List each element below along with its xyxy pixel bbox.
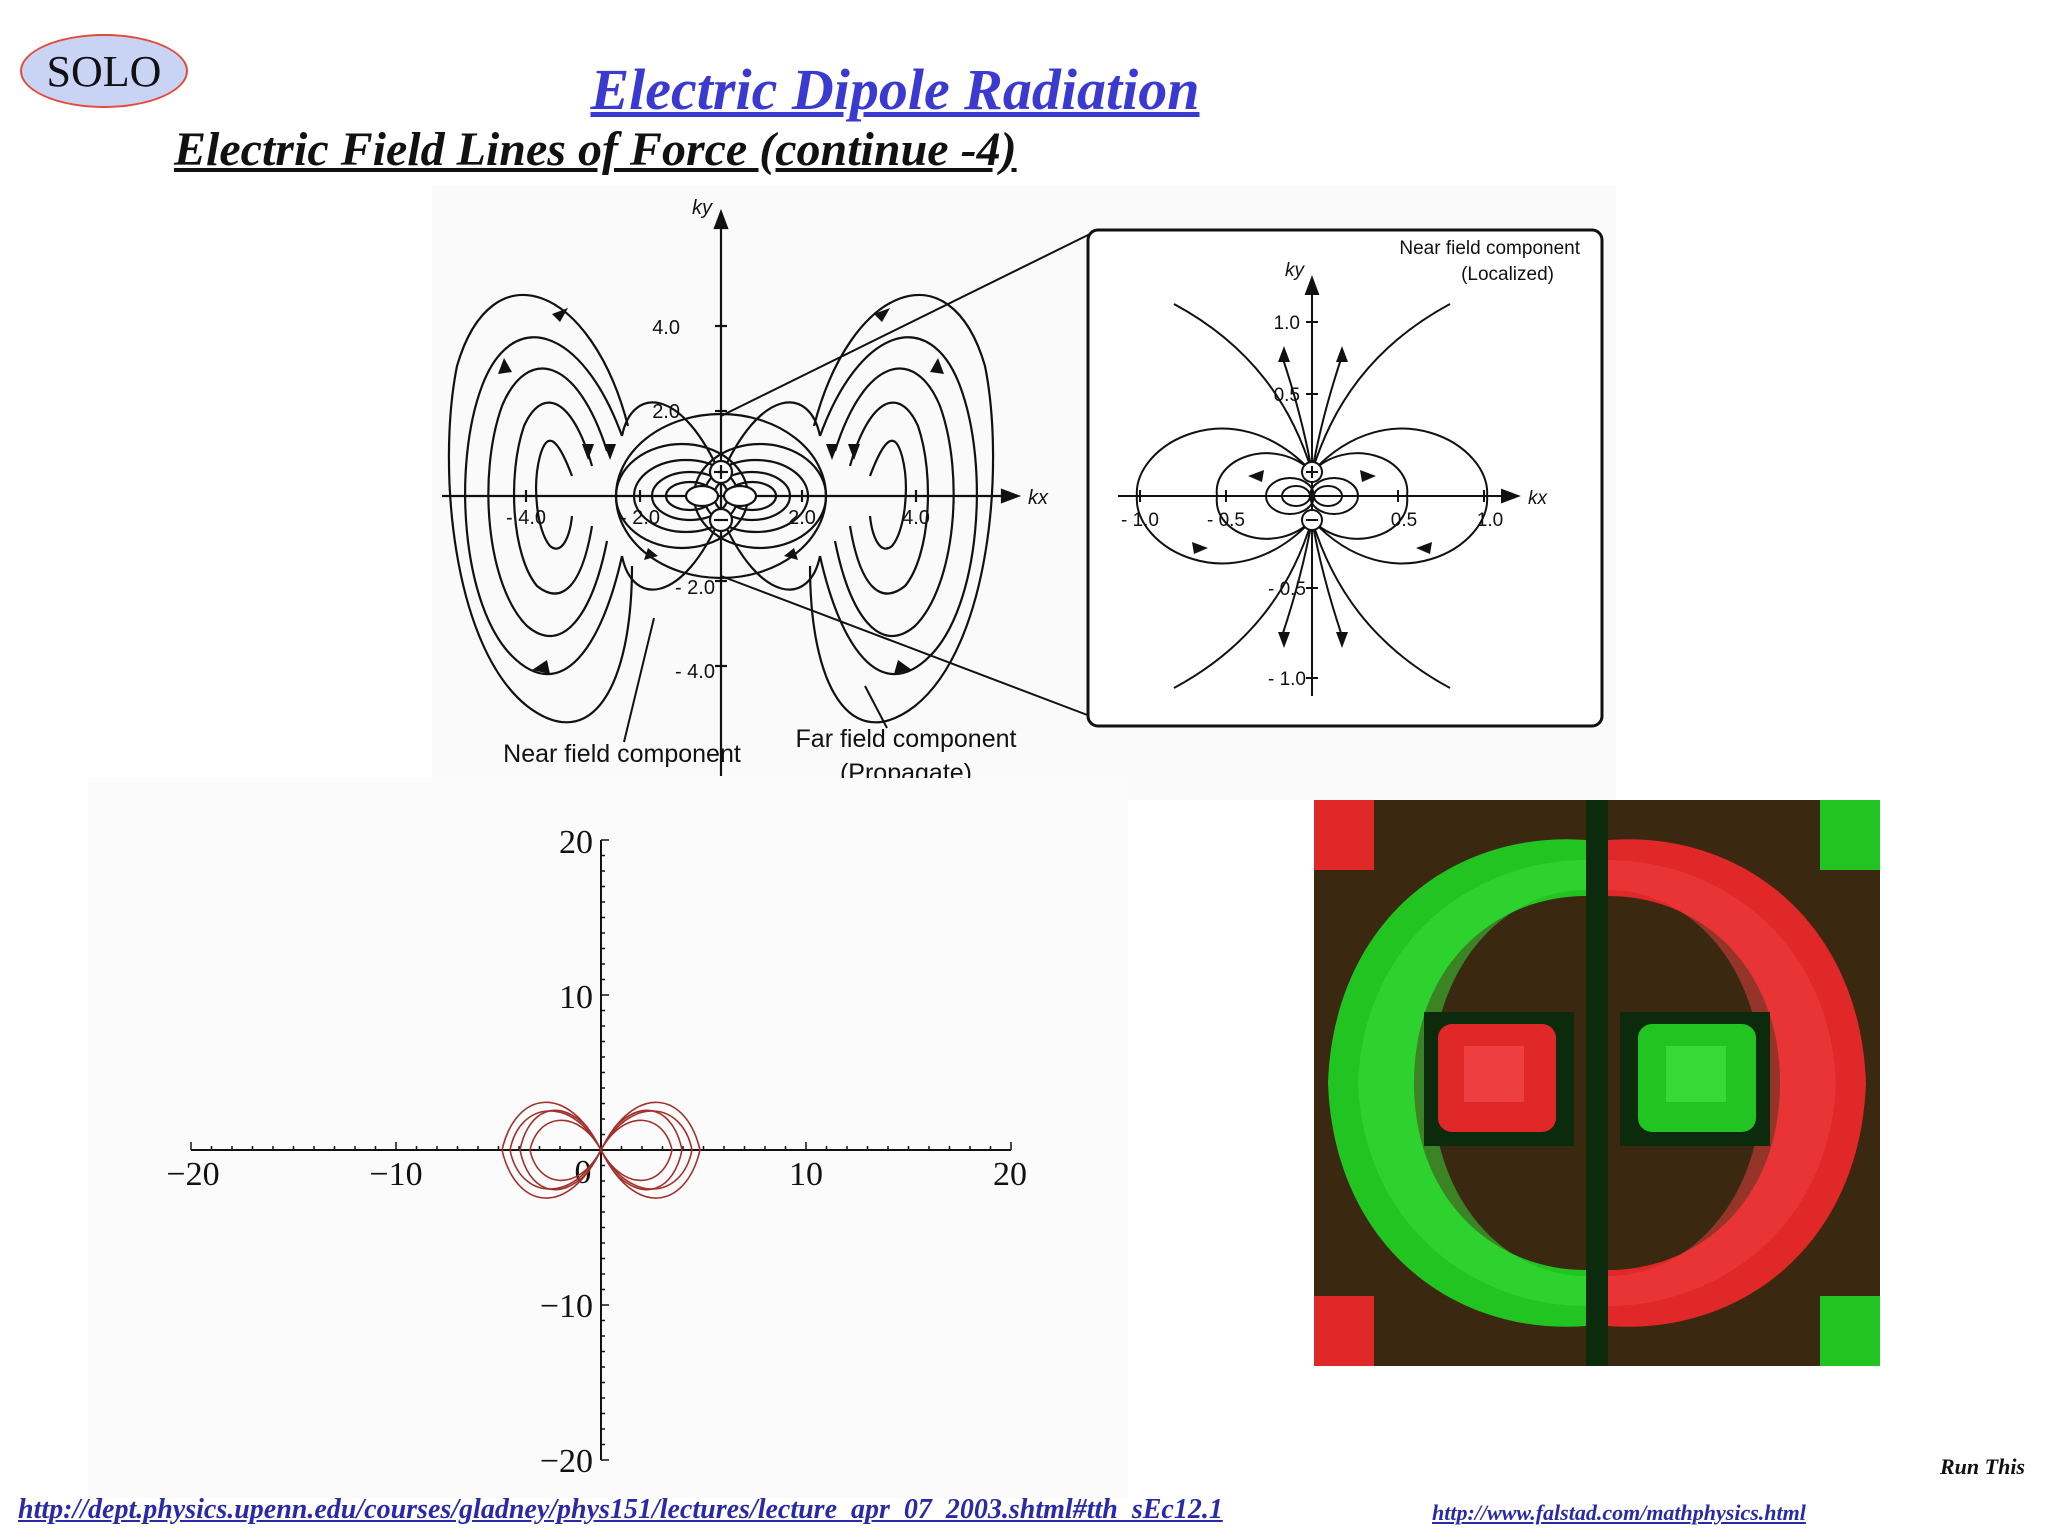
source-link-upenn[interactable]: http://dept.physics.upenn.edu/courses/gl… [18,1494,1223,1525]
inset-x-tick: 1.0 [1477,510,1503,531]
solo-logo: SOLO [20,34,188,108]
zoom-line-top [720,233,1091,417]
inset-y-tick: - 1.0 [1268,669,1306,690]
inset-x-arrow-icon [1501,488,1521,504]
main-x-tick: - 4.0 [506,507,546,529]
inset-y-arrow-icon [1304,275,1320,295]
plot-x-tick: −10 [369,1156,422,1193]
inset-x-tick: - 0.5 [1207,510,1245,531]
main-y-tick: - 4.0 [675,661,715,683]
sim-outer-green-region [1328,839,1586,1327]
main-y-tick: 4.0 [652,317,680,339]
far-field-loops-right [808,293,995,724]
inset-title: Near field component [1399,238,1580,259]
main-y-tick: - 2.0 [675,577,715,599]
main-x-tick: - 2.0 [620,507,660,529]
dipole-lobe-right [722,484,758,508]
main-x-tick: 2.0 [788,507,816,529]
main-y-tick: 2.0 [652,401,680,423]
dipole-field-curves [501,1101,701,1199]
field-line-plot: −20 −10 0 10 20 20 10 −10 −20 [88,778,1128,1498]
plot-y-tick: −20 [540,1443,593,1480]
falstad-simulation-image[interactable] [1314,800,1880,1366]
dipole-field-diagram: 4.0 2.0 - 2.0 - 4.0 - 4.0 - 2.0 2.0 4.0 … [432,186,1616,800]
near-field-label: Near field component [503,740,741,768]
inset-x-tick: - 1.0 [1121,510,1159,531]
main-x-axis-label: kx [1028,487,1049,509]
main-y-ticks [715,324,727,668]
inset-field-lines [1135,303,1489,689]
sim-corner-green-br [1820,1296,1880,1366]
plot-y-tick: 20 [559,824,593,861]
inset-subtitle: (Localized) [1461,264,1554,285]
sim-center-divider [1586,800,1608,1366]
logo-text: SOLO [46,46,162,96]
far-pointer-line [864,685,888,729]
source-link-falstad[interactable]: http://www.falstad.com/mathphysics.html [1432,1500,1806,1525]
field-arrow-icons [498,308,944,674]
page-subtitle: Electric Field Lines of Force (continue … [174,123,1017,176]
inset-y-tick: 0.5 [1274,385,1300,406]
inset-frame [1086,228,1604,728]
far-field-loops-left [447,293,634,724]
inset-arrow-icons [1192,346,1432,648]
plot-x-tick: 10 [789,1156,823,1193]
sim-outer-red-region [1608,839,1866,1327]
plot-y-tick: −10 [540,1288,593,1325]
sim-corner-green-tr [1820,800,1880,870]
sim-corner-red-tl [1314,800,1374,870]
page-title[interactable]: Electric Dipole Radiation [590,57,1200,122]
plot-minor-ticks [190,839,1012,1461]
inset-y-axis-label: ky [1285,260,1306,281]
main-y-axis-label: ky [692,197,713,219]
main-x-arrow-icon [1000,488,1022,504]
plot-x-tick: 20 [993,1156,1027,1193]
main-y-arrow-icon [713,208,729,230]
main-x-tick: 4.0 [902,507,930,529]
main-x-ticks [524,490,918,502]
inset-y-tick: - 0.5 [1268,579,1306,600]
sim-corner-red-bl [1314,1296,1374,1366]
plot-x-tick: −20 [166,1156,219,1193]
inset-y-tick: 1.0 [1274,313,1300,334]
inset-x-tick: 0.5 [1391,510,1417,531]
plot-y-tick: 10 [559,979,593,1016]
run-this-label[interactable]: Run This [1940,1454,2025,1479]
inset-x-axis-label: kx [1528,488,1549,509]
near-field-inset: Near field component (Localized) ky kx 1… [1086,228,1604,728]
near-pointer-line [623,617,655,743]
far-field-label: Far field component [796,725,1017,753]
zoom-line-bottom [720,575,1091,717]
dipole-lobe-left [684,484,720,508]
